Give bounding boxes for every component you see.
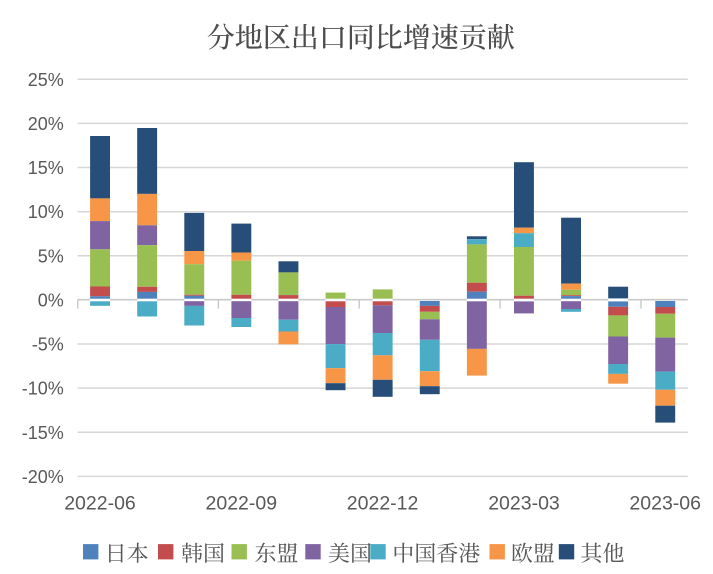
svg-text:0%: 0%	[38, 290, 64, 310]
svg-text:-5%: -5%	[32, 335, 64, 355]
svg-text:15%: 15%	[28, 158, 64, 178]
svg-text:10%: 10%	[28, 202, 64, 222]
svg-text:2023-03: 2023-03	[488, 492, 560, 514]
svg-text:2022-09: 2022-09	[206, 492, 278, 514]
svg-text:25%: 25%	[28, 70, 64, 90]
svg-text:2022-06: 2022-06	[64, 492, 136, 514]
svg-text:2023-06: 2023-06	[629, 492, 701, 514]
svg-text:-10%: -10%	[22, 379, 64, 399]
svg-text:20%: 20%	[28, 114, 64, 134]
svg-text:2022-12: 2022-12	[347, 492, 419, 514]
svg-text:-15%: -15%	[22, 423, 64, 443]
svg-text:5%: 5%	[38, 246, 64, 266]
svg-text:-20%: -20%	[22, 467, 64, 487]
